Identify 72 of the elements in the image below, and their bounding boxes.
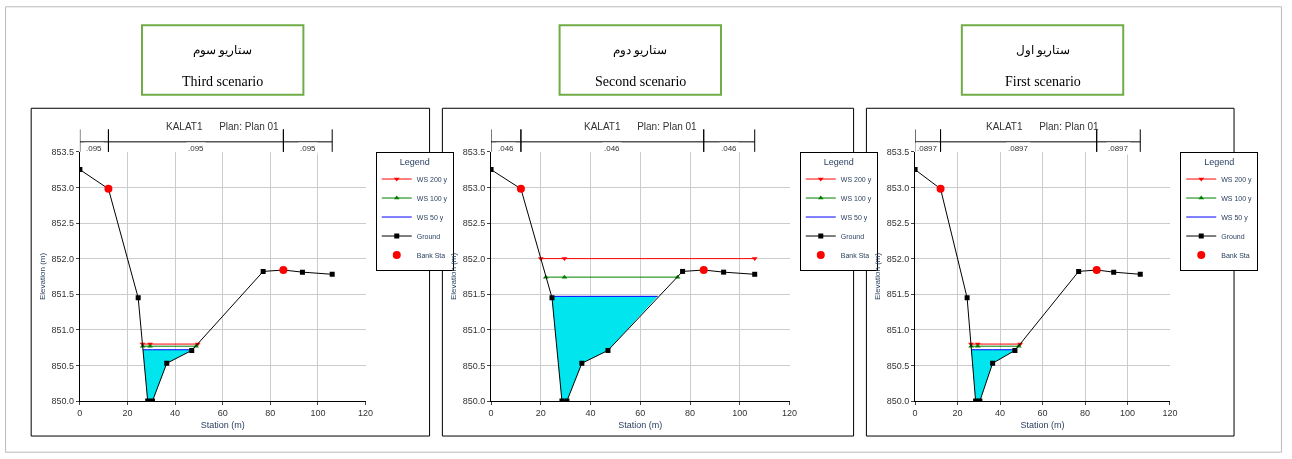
legend-title: Legend [1204, 156, 1235, 167]
chart-title: KALAT1 Plan: Plan 01 [986, 121, 1100, 132]
y-tick-label: 851.5 [462, 289, 486, 300]
x-tick-label: 40 [995, 407, 1006, 418]
text: Second scenario [595, 74, 687, 89]
annotation: .095 [188, 144, 205, 153]
text: ستاريو سوم [193, 43, 252, 57]
y-tick-label: 852.0 [51, 253, 75, 264]
annotation: .0897 [1108, 144, 1129, 153]
annotation: .046 [604, 144, 621, 153]
y-tick-label: 851.5 [886, 289, 910, 300]
annotation: .095 [86, 144, 103, 153]
x-tick-label: 100 [310, 407, 326, 418]
text: ستاريو اول [1016, 43, 1070, 57]
x-tick-label: 40 [585, 407, 596, 418]
y-tick-label: 853.5 [51, 146, 75, 157]
y-axis-title: Elevation (m) [38, 252, 48, 300]
annotation: .095 [300, 144, 317, 153]
legend-title: Legend [399, 156, 430, 167]
text: First scenario [1005, 74, 1081, 89]
chart-title: KALAT1 Plan: Plan 01 [584, 121, 698, 132]
y-tick-label: 853.0 [886, 182, 910, 193]
y-axis-title: Elevation (m) [449, 252, 459, 300]
x-tick-label: 80 [265, 407, 276, 418]
x-tick-label: 40 [170, 407, 181, 418]
x-axis-title: Station (m) [200, 419, 245, 430]
y-tick-label: 853.5 [462, 146, 486, 157]
x-tick-label: 0 [488, 407, 494, 418]
y-tick-label: 853.5 [886, 146, 910, 157]
x-tick-label: 20 [952, 407, 963, 418]
y-tick-label: 850.5 [51, 360, 75, 371]
text: ستاريو دوم [613, 43, 667, 57]
annotation: .046 [721, 144, 738, 153]
y-tick-label: 853.0 [51, 182, 75, 193]
y-tick-label: 852.5 [51, 218, 75, 229]
x-tick-label: 0 [77, 407, 83, 418]
x-tick-label: 60 [1037, 407, 1048, 418]
x-tick-label: 120 [782, 407, 798, 418]
x-tick-label: 80 [685, 407, 696, 418]
y-tick-label: 850.0 [462, 396, 486, 407]
text: Third scenario [182, 74, 264, 89]
annotation: .046 [498, 144, 515, 153]
y-tick-label: 850.0 [886, 396, 910, 407]
y-tick-label: 852.5 [886, 218, 910, 229]
x-tick-label: 120 [1162, 407, 1178, 418]
y-tick-label: 851.5 [51, 289, 75, 300]
y-tick-label: 851.0 [51, 324, 75, 335]
x-tick-label: 100 [1119, 407, 1136, 418]
x-axis-title: Station (m) [618, 419, 663, 430]
y-axis-title: Elevation (m) [873, 252, 883, 300]
x-tick-label: 120 [358, 407, 374, 418]
x-axis-title: Station (m) [1020, 419, 1065, 430]
annotation: .0897 [917, 144, 938, 153]
x-tick-label: 20 [535, 407, 546, 418]
x-tick-label: 0 [912, 407, 918, 418]
y-tick-label: 850.5 [886, 360, 910, 371]
x-tick-label: 20 [122, 407, 133, 418]
y-tick-label: 851.0 [886, 324, 910, 335]
x-tick-label: 80 [1080, 407, 1091, 418]
y-tick-label: 852.0 [886, 253, 910, 264]
y-tick-label: 850.0 [51, 396, 75, 407]
chart-title: KALAT1 Plan: Plan 01 [166, 121, 280, 132]
x-tick-label: 60 [635, 407, 646, 418]
annotation: .0897 [1008, 144, 1029, 153]
y-tick-label: 853.0 [462, 182, 486, 193]
y-tick-label: 850.5 [462, 360, 486, 371]
y-tick-label: 851.0 [462, 324, 486, 335]
x-tick-label: 100 [732, 407, 748, 418]
y-tick-label: 852.5 [462, 218, 486, 229]
y-tick-label: 852.0 [462, 253, 486, 264]
legend-title: Legend [823, 156, 854, 167]
x-tick-label: 60 [217, 407, 228, 418]
